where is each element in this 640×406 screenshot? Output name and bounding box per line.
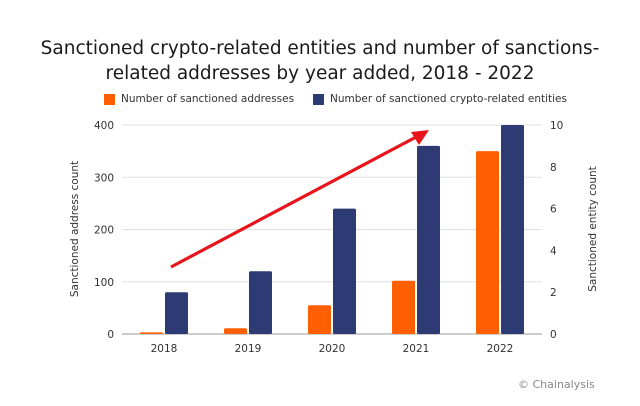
arrow-shaft — [170, 134, 419, 269]
title-line-1: Sanctioned crypto-related entities and n… — [40, 38, 600, 59]
x-tick-label: 2021 — [403, 343, 430, 355]
y-tick-right: 8 — [550, 162, 557, 174]
y-axis-label-left: Sanctioned address count — [69, 161, 81, 297]
x-tick-label: 2020 — [319, 343, 346, 355]
y-tick-right: 0 — [550, 329, 557, 341]
legend-item-addresses: Number of sanctioned addresses — [104, 93, 294, 105]
legend-swatch-navy — [313, 93, 324, 105]
bar-addresses-2020 — [308, 305, 331, 334]
bar-addresses-2018 — [140, 332, 163, 334]
y-tick-right: 2 — [550, 287, 557, 299]
bar-addresses-2022 — [476, 151, 499, 334]
bar-addresses-2019 — [224, 328, 247, 334]
y-tick-right: 10 — [550, 120, 563, 132]
x-tick-label: 2019 — [235, 343, 262, 355]
y-tick-left: 0 — [107, 329, 114, 341]
y-axis-label-right: Sanctioned entity count — [587, 166, 599, 292]
bar-entities-2020 — [333, 208, 356, 334]
x-tick-label: 2022 — [487, 343, 514, 355]
y-tick-right: 6 — [550, 204, 557, 216]
legend-label: Number of sanctioned crypto-related enti… — [330, 93, 567, 105]
title-line-2: related addresses by year added, 2018 - … — [105, 63, 535, 84]
chainalysis-credit: © Chainalysis — [518, 378, 595, 391]
bar-entities-2018 — [165, 292, 188, 334]
y-tick-left: 300 — [94, 172, 114, 184]
y-tick-left: 200 — [94, 225, 114, 237]
y-tick-left: 100 — [94, 277, 114, 289]
bar-addresses-2021 — [392, 280, 415, 334]
x-tick-label: 2018 — [151, 343, 178, 355]
trend-arrow — [170, 130, 429, 269]
bar-entities-2022 — [501, 125, 524, 334]
legend-swatch-orange — [104, 93, 115, 105]
bar-entities-2021 — [417, 145, 440, 334]
legend-item-entities: Number of sanctioned crypto-related enti… — [313, 93, 567, 105]
y-tick-right: 4 — [550, 245, 557, 257]
chart-title: Sanctioned crypto-related entities and n… — [0, 36, 640, 86]
y-tick-left: 400 — [94, 120, 114, 132]
arrow-head — [411, 130, 429, 145]
legend-label: Number of sanctioned addresses — [121, 93, 295, 105]
bar-entities-2019 — [249, 271, 272, 334]
